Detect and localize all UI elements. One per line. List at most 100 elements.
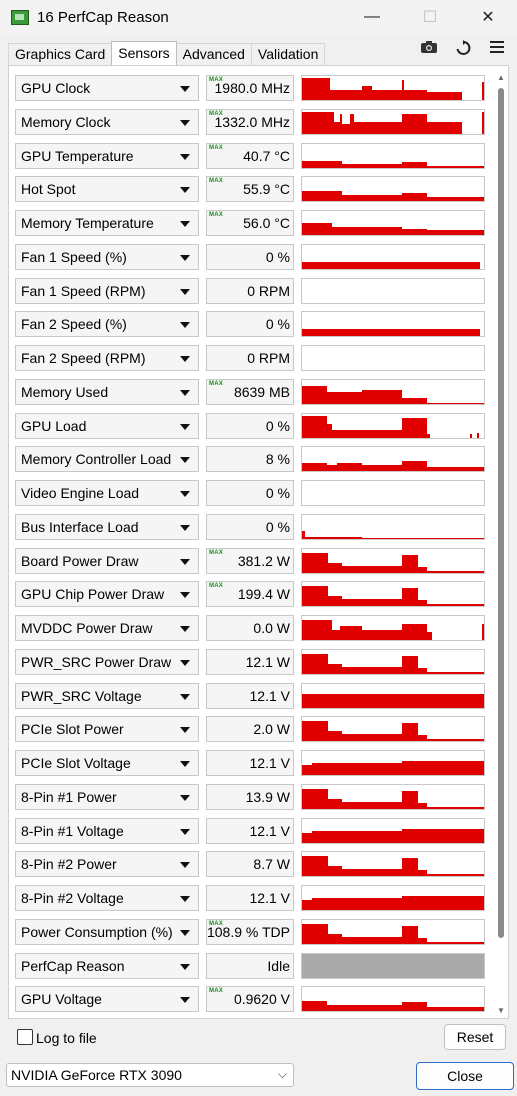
sensor-value-box[interactable]: 8 % bbox=[206, 446, 294, 473]
tab-advanced[interactable]: Advanced bbox=[175, 43, 252, 65]
sensor-value-box[interactable]: 12.1 V bbox=[206, 750, 294, 776]
sensor-row: Hot Spot MAX 55.9 °C bbox=[15, 176, 487, 204]
gpu-select-value: NVIDIA GeForce RTX 3090 bbox=[11, 1067, 182, 1083]
sensor-name-dropdown[interactable]: 8-Pin #2 Voltage bbox=[15, 885, 199, 911]
max-indicator: MAX bbox=[209, 144, 223, 151]
dropdown-arrow-icon bbox=[180, 558, 190, 565]
sensor-name-dropdown[interactable]: 8-Pin #1 Power bbox=[15, 783, 199, 810]
sensor-value-box[interactable]: 8.7 W bbox=[206, 851, 294, 878]
dropdown-arrow-icon bbox=[180, 389, 190, 396]
sensor-value-box[interactable]: MAX 1332.0 MHz bbox=[206, 108, 294, 135]
minimize-button[interactable]: — bbox=[364, 8, 380, 25]
sensor-name: 8-Pin #1 Voltage bbox=[21, 822, 124, 839]
sensor-graph bbox=[301, 75, 485, 101]
sensor-name-dropdown[interactable]: GPU Chip Power Draw bbox=[15, 581, 199, 608]
sensor-value-box[interactable]: 0 % bbox=[206, 513, 294, 540]
sensor-name-dropdown[interactable]: Power Consumption (%) bbox=[15, 918, 199, 945]
sensor-name-dropdown[interactable]: PCIe Slot Voltage bbox=[15, 750, 199, 776]
sensor-value-box[interactable]: 13.9 W bbox=[206, 783, 294, 810]
tab-validation[interactable]: Validation bbox=[250, 43, 326, 65]
sensor-name-dropdown[interactable]: Fan 2 Speed (%) bbox=[15, 311, 199, 338]
maximize-button[interactable]: ☐ bbox=[422, 9, 438, 26]
sensor-name-dropdown[interactable]: GPU Load bbox=[15, 412, 199, 439]
scrollbar[interactable]: ▲ ▼ bbox=[495, 72, 507, 1017]
sensor-name-dropdown[interactable]: Bus Interface Load bbox=[15, 513, 199, 540]
sensor-graph bbox=[301, 243, 485, 270]
sensor-value-box[interactable]: MAX 199.4 W bbox=[206, 581, 294, 608]
sensor-name-dropdown[interactable]: Fan 1 Speed (%) bbox=[15, 243, 199, 270]
sensor-value-box[interactable]: 12.1 V bbox=[206, 682, 294, 709]
tab-sensors[interactable]: Sensors bbox=[111, 41, 177, 66]
sensor-name-dropdown[interactable]: GPU Clock bbox=[15, 75, 199, 101]
scroll-thumb[interactable] bbox=[498, 88, 504, 938]
dropdown-arrow-icon bbox=[180, 862, 190, 869]
sensor-name-dropdown[interactable]: 8-Pin #2 Power bbox=[15, 851, 199, 878]
sensor-value-box[interactable]: MAX 55.9 °C bbox=[206, 176, 294, 203]
sensor-name: GPU Temperature bbox=[21, 147, 134, 164]
sensor-value-box[interactable]: 0 % bbox=[206, 311, 294, 338]
dropdown-arrow-icon bbox=[180, 626, 190, 632]
camera-icon[interactable] bbox=[419, 40, 439, 60]
sensor-value: 12.1 V bbox=[249, 687, 290, 704]
sensor-value-box[interactable]: 2.0 W bbox=[206, 716, 294, 743]
max-indicator: MAX bbox=[209, 77, 223, 83]
gpu-select[interactable]: NVIDIA GeForce RTX 3090 ⌵ bbox=[6, 1063, 294, 1087]
sensor-value-box[interactable]: 0 % bbox=[206, 480, 294, 506]
sensor-value: Idle bbox=[267, 957, 290, 974]
sensor-row: Video Engine Load 0 % bbox=[15, 480, 487, 508]
sensor-name-dropdown[interactable]: PWR_SRC Power Draw bbox=[15, 648, 199, 675]
sensor-value-box[interactable]: 12.1 W bbox=[206, 648, 294, 675]
sensor-value-box[interactable]: MAX 0.9620 V bbox=[206, 986, 294, 1013]
sensor-row: Fan 2 Speed (RPM) 0 RPM bbox=[15, 345, 487, 373]
sensor-name-dropdown[interactable]: 8-Pin #1 Voltage bbox=[15, 817, 199, 844]
sensor-name-dropdown[interactable]: GPU Voltage bbox=[15, 986, 199, 1013]
sensor-row: GPU Temperature MAX 40.7 °C bbox=[15, 142, 487, 171]
sensor-row: PWR_SRC Power Draw 12.1 W bbox=[15, 648, 487, 677]
reset-button[interactable]: Reset bbox=[444, 1024, 506, 1050]
close-button[interactable]: Close bbox=[416, 1062, 514, 1090]
sensor-value-box[interactable]: MAX 8639 MB bbox=[206, 378, 294, 405]
log-to-file-checkbox[interactable] bbox=[17, 1029, 33, 1045]
scroll-up-icon[interactable]: ▲ bbox=[497, 73, 505, 82]
sensor-name: Board Power Draw bbox=[21, 552, 139, 569]
sensor-value-box[interactable]: 12.1 V bbox=[206, 885, 294, 911]
sensor-name-dropdown[interactable]: Fan 2 Speed (RPM) bbox=[15, 345, 199, 371]
max-indicator: MAX bbox=[209, 549, 223, 556]
sensor-name-dropdown[interactable]: PerfCap Reason bbox=[15, 952, 199, 979]
dropdown-arrow-icon bbox=[180, 423, 190, 430]
hamburger-icon[interactable] bbox=[487, 40, 507, 60]
sensor-name-dropdown[interactable]: MVDDC Power Draw bbox=[15, 615, 199, 641]
sensor-graph bbox=[301, 547, 485, 574]
sensor-name-dropdown[interactable]: GPU Temperature bbox=[15, 142, 199, 169]
sensor-name-dropdown[interactable]: Memory Used bbox=[15, 378, 199, 405]
sensor-value-box[interactable]: MAX 108.9 % TDP bbox=[206, 918, 294, 945]
sensor-value: 108.9 % TDP bbox=[206, 923, 290, 940]
sensor-value-box[interactable]: MAX 1980.0 MHz bbox=[206, 75, 294, 101]
sensor-name-dropdown[interactable]: PWR_SRC Voltage bbox=[15, 682, 199, 709]
sensor-value-box[interactable]: 0 % bbox=[206, 412, 294, 439]
sensor-value-box[interactable]: MAX 381.2 W bbox=[206, 547, 294, 574]
sensor-name: Bus Interface Load bbox=[21, 518, 139, 535]
sensor-name-dropdown[interactable]: PCIe Slot Power bbox=[15, 716, 199, 743]
sensor-name-dropdown[interactable]: Memory Controller Load bbox=[15, 446, 199, 473]
sensor-value-box[interactable]: 0.0 W bbox=[206, 615, 294, 641]
sensor-name-dropdown[interactable]: Board Power Draw bbox=[15, 547, 199, 574]
sensor-name-dropdown[interactable]: Memory Clock bbox=[15, 108, 199, 135]
max-indicator: MAX bbox=[209, 110, 223, 117]
sensor-value-box[interactable]: 0 % bbox=[206, 243, 294, 270]
sensor-graph bbox=[301, 581, 485, 608]
sensor-name-dropdown[interactable]: Memory Temperature bbox=[15, 210, 199, 236]
scroll-down-icon[interactable]: ▼ bbox=[497, 1006, 505, 1015]
sensor-name-dropdown[interactable]: Fan 1 Speed (RPM) bbox=[15, 277, 199, 304]
close-window-button[interactable]: ✕ bbox=[481, 9, 495, 26]
sensor-name-dropdown[interactable]: Hot Spot bbox=[15, 176, 199, 203]
sensor-value-box[interactable]: MAX 56.0 °C bbox=[206, 210, 294, 236]
sensor-value-box[interactable]: Idle bbox=[206, 952, 294, 979]
sensor-value-box[interactable]: 0 RPM bbox=[206, 345, 294, 371]
sensor-value-box[interactable]: 0 RPM bbox=[206, 277, 294, 304]
sensor-value-box[interactable]: 12.1 V bbox=[206, 817, 294, 844]
tab-graphics-card[interactable]: Graphics Card bbox=[8, 43, 113, 65]
sensor-name-dropdown[interactable]: Video Engine Load bbox=[15, 480, 199, 506]
sensor-value-box[interactable]: MAX 40.7 °C bbox=[206, 142, 294, 169]
refresh-icon[interactable] bbox=[453, 40, 473, 60]
